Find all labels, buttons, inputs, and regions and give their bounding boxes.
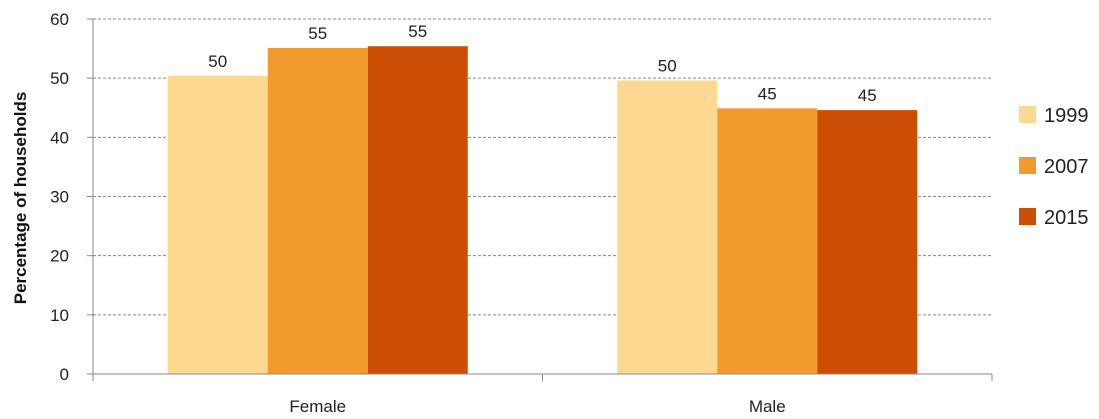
y-tick-label: 0 [60, 365, 69, 384]
y-axis-title: Percentage of households [11, 92, 30, 305]
legend-label: 2015 [1044, 207, 1089, 229]
bar-female-2015 [367, 46, 468, 374]
legend-label: 1999 [1044, 105, 1089, 127]
y-tick-label: 30 [50, 188, 69, 207]
legend-label: 2007 [1044, 156, 1089, 178]
bar-male-2015 [817, 110, 918, 374]
bar-male-1999 [617, 80, 718, 375]
y-tick-label: 50 [50, 69, 69, 88]
x-axis-categories: Female Male [289, 397, 785, 416]
y-axis-ticks: 0 10 20 30 40 50 60 [50, 10, 69, 384]
data-label: 45 [758, 84, 777, 103]
legend-swatch [1019, 208, 1036, 225]
y-tick-label: 60 [50, 10, 69, 29]
bar-female-1999 [167, 75, 268, 375]
y-tick-label: 20 [50, 247, 69, 266]
data-label: 55 [408, 22, 427, 41]
data-label: 55 [308, 24, 327, 43]
data-label: 45 [858, 86, 877, 105]
axes [87, 18, 993, 381]
bars [167, 46, 918, 375]
data-labels: 50 55 55 50 45 45 [208, 22, 876, 105]
legend: 1999 2007 2015 [1019, 105, 1089, 229]
x-category-label: Female [289, 397, 346, 416]
legend-swatch [1019, 106, 1036, 123]
data-label: 50 [208, 52, 227, 71]
bar-male-2007 [717, 108, 818, 374]
bar-female-2007 [267, 47, 368, 374]
y-tick-label: 40 [50, 128, 69, 147]
legend-swatch [1019, 157, 1036, 174]
x-category-label: Male [749, 397, 786, 416]
y-tick-label: 10 [50, 306, 69, 325]
data-label: 50 [658, 57, 677, 76]
